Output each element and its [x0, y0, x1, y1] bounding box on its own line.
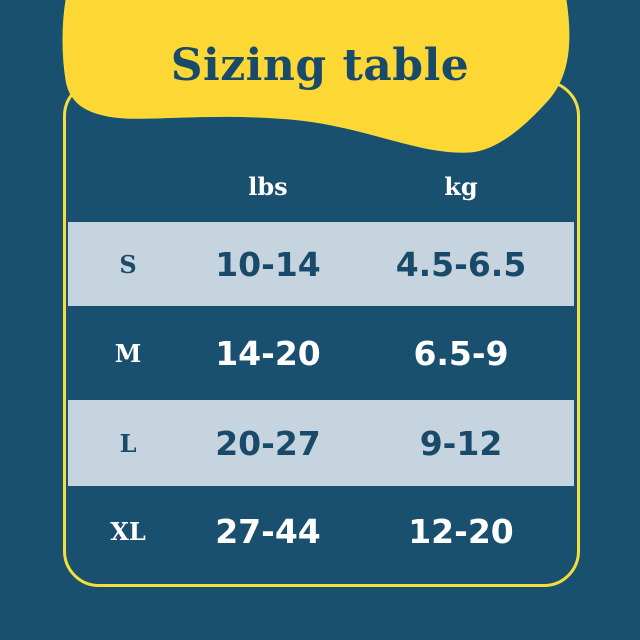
kg-cell: 12-20	[408, 511, 514, 551]
kg-cell: 4.5-6.5	[395, 244, 527, 284]
table-row: XL 27-44 12-20	[68, 486, 574, 576]
lbs-cell: 10-14	[215, 244, 321, 284]
header-kg: kg	[444, 171, 478, 201]
table-header-row: lbs kg	[68, 150, 574, 222]
table-row: M 14-20 6.5-9	[68, 306, 574, 400]
size-cell: L	[119, 428, 137, 458]
size-cell: M	[114, 338, 142, 368]
page-title: Sizing table	[170, 40, 470, 91]
kg-cell: 9-12	[419, 423, 503, 463]
title-blob	[62, 0, 570, 153]
table-row: S 10-14 4.5-6.5	[68, 222, 574, 306]
lbs-cell: 27-44	[215, 511, 321, 551]
size-cell: S	[119, 249, 137, 279]
table-row: L 20-27 9-12	[68, 400, 574, 486]
lbs-cell: 14-20	[215, 333, 321, 373]
header-lbs: lbs	[248, 171, 288, 201]
lbs-cell: 20-27	[215, 423, 321, 463]
size-cell: XL	[110, 516, 146, 546]
kg-cell: 6.5-9	[413, 333, 509, 373]
table-frame	[63, 80, 580, 587]
